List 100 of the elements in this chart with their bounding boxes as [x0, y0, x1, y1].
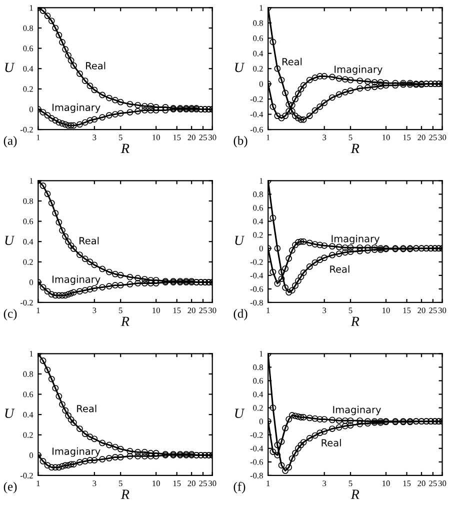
x-axis-title: R: [120, 490, 130, 499]
x-tick-label: 3: [322, 480, 326, 486]
x-tick-label: 25: [199, 308, 207, 314]
series-label: Real: [86, 62, 106, 70]
x-tick-label: 30: [208, 480, 216, 486]
x-tick-label: 30: [208, 308, 216, 314]
y-tick-label: 0.2: [23, 259, 33, 265]
y-tick-label: 0: [29, 280, 33, 286]
y-tick-label: 0.2: [253, 66, 263, 72]
y-tick-label: 1: [30, 5, 33, 11]
x-tick-label: 5: [118, 480, 122, 486]
y-tick-label: 0.2: [253, 405, 263, 411]
y-tick-label: 1: [30, 351, 33, 357]
y-axis-title: U: [5, 236, 15, 246]
x-tick-label: 3: [322, 134, 326, 140]
x-axis-title: R: [120, 316, 130, 326]
y-tick-label: -0.2: [250, 259, 263, 265]
x-tick-label: 20: [418, 308, 426, 314]
x-tick-label: 10: [382, 134, 390, 140]
y-tick-label: 0.2: [23, 86, 33, 92]
series-label: Real: [282, 58, 302, 66]
y-tick-label: 0: [259, 81, 263, 87]
x-axis-title: R: [350, 144, 360, 153]
x-tick-label: 1: [266, 480, 270, 486]
x-tick-label: 5: [348, 308, 352, 314]
x-tick-label: 3: [92, 308, 96, 314]
x-tick-label: 15: [173, 480, 181, 486]
series-label: Imaginary: [333, 406, 381, 416]
text: (d): [234, 308, 248, 320]
y-tick-label: 0.4: [253, 218, 264, 224]
y-tick-label: 0.2: [253, 232, 263, 238]
y-tick-label: 0.4: [253, 50, 264, 56]
y-axis-title: U: [5, 408, 15, 418]
x-tick-label: 25: [199, 480, 207, 486]
y-tick-label: 0.6: [253, 205, 263, 211]
text: (e): [4, 482, 17, 494]
y-tick-label: 0.6: [253, 378, 263, 384]
y-tick-label: 0.8: [253, 364, 263, 370]
y-tick-label: 0.6: [23, 46, 34, 52]
series-label: Real: [322, 438, 341, 446]
x-tick-label: 5: [348, 134, 352, 140]
y-tick-label: -0.2: [250, 96, 263, 102]
x-tick-label: 10: [382, 480, 390, 486]
y-tick-label: 1: [260, 351, 263, 357]
y-tick-label: 1: [30, 178, 33, 184]
y-tick-label: 0.8: [23, 371, 33, 377]
series-label: Imaginary: [332, 234, 380, 244]
x-tick-label: 10: [152, 134, 160, 140]
x-tick-label: 1: [36, 480, 40, 486]
x-tick-label: 15: [173, 134, 181, 140]
y-tick-label: 0.6: [253, 36, 263, 42]
y-axis-title: U: [235, 408, 245, 418]
x-tick-label: 25: [429, 308, 437, 314]
x-tick-label: 20: [418, 480, 426, 486]
series-label: Real: [77, 404, 96, 412]
y-tick-label: 0.6: [23, 392, 34, 398]
y-tick-label: 0.8: [23, 25, 33, 32]
x-tick-label: 1: [266, 134, 270, 140]
y-tick-label: -0.8: [250, 300, 263, 306]
x-tick-label: 30: [438, 480, 446, 486]
y-tick-label: -0.6: [250, 459, 263, 465]
x-tick-label: 20: [188, 308, 196, 314]
x-tick-label: 3: [92, 480, 96, 486]
y-tick-label: 1: [260, 178, 263, 184]
x-tick-label: 30: [438, 134, 446, 140]
y-axis-title: U: [235, 62, 245, 72]
y-tick-label: 0: [29, 106, 33, 112]
x-tick-label: 10: [152, 480, 160, 486]
x-tick-label: 5: [118, 308, 122, 314]
x-tick-label: 10: [152, 308, 160, 314]
y-tick-label: -0.2: [20, 300, 33, 306]
x-axis-title: R: [350, 490, 360, 499]
y-tick-label: -0.2: [250, 432, 263, 438]
y-axis-title: U: [5, 62, 15, 72]
x-tick-label: 10: [382, 308, 390, 314]
y-tick-label: 1: [260, 5, 263, 11]
text: (b): [234, 136, 248, 148]
text: (c): [4, 308, 17, 320]
y-tick-label: -0.4: [250, 446, 264, 452]
x-tick-label: 1: [266, 308, 270, 314]
x-tick-label: 15: [403, 308, 411, 314]
x-tick-label: 3: [322, 308, 326, 314]
series-label: Imaginary: [52, 447, 100, 457]
x-axis-title: R: [120, 144, 130, 153]
x-tick-label: 15: [403, 134, 411, 140]
x-tick-label: 25: [199, 134, 207, 140]
x-axis-title: R: [350, 316, 360, 326]
y-tick-label: 0.6: [23, 218, 34, 224]
y-tick-label: -0.6: [250, 126, 263, 133]
x-tick-label: 15: [173, 308, 181, 314]
y-tick-label: -0.4: [250, 272, 264, 278]
series-label: Real: [330, 265, 350, 273]
x-tick-label: 15: [403, 480, 411, 486]
y-tick-label: -0.2: [20, 472, 33, 478]
x-tick-label: 20: [188, 480, 196, 486]
x-tick-label: 1: [36, 308, 40, 314]
text: (a): [4, 136, 17, 148]
x-tick-label: 5: [348, 480, 352, 486]
y-tick-label: 0.8: [253, 20, 263, 26]
x-tick-label: 1: [36, 134, 40, 140]
